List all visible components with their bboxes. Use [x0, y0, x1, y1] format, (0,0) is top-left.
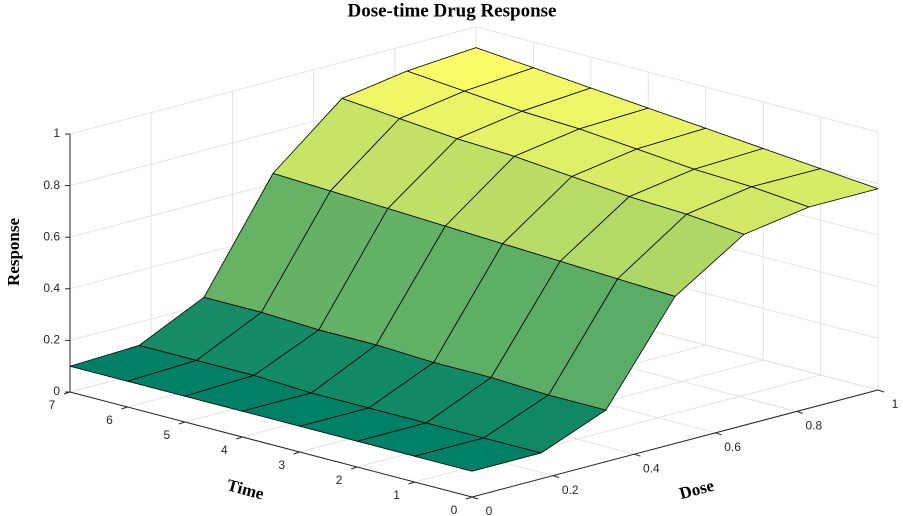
surface-face — [414, 437, 542, 472]
y-tick — [715, 432, 722, 436]
y-axis-label: Dose — [677, 476, 716, 504]
z-tick-label: 0.6 — [43, 229, 60, 243]
z-tick-label: 0.8 — [43, 178, 60, 192]
z-tick-label: 0.2 — [43, 333, 60, 347]
grid-line — [69, 26, 477, 135]
x-tick-label: 0 — [451, 503, 458, 516]
x-tick-label: 2 — [336, 473, 343, 487]
y-tick-label: 0.6 — [724, 440, 741, 454]
y-tick-label: 1 — [892, 397, 899, 411]
x-tick-label: 6 — [106, 413, 113, 427]
y-tick-label: 0.4 — [643, 461, 660, 475]
y-tick-label: 0.2 — [562, 483, 579, 497]
y-tick — [553, 475, 560, 479]
x-tick-label: 3 — [278, 458, 285, 472]
x-tick-label: 7 — [49, 398, 56, 412]
x-tick-label: 5 — [164, 428, 171, 442]
x-tick — [236, 436, 243, 440]
x-tick — [293, 451, 300, 455]
chart-title: Dose-time Drug Response — [348, 0, 557, 21]
y-tick-label: 0.8 — [805, 419, 822, 433]
y-tick-label: 0 — [486, 504, 493, 516]
x-tick-label: 1 — [393, 488, 400, 502]
y-tick — [877, 389, 885, 393]
y-tick — [471, 496, 479, 500]
z-tick-label: 1 — [53, 126, 60, 140]
y-tick — [796, 410, 803, 414]
x-axis-label: Time — [225, 475, 267, 503]
x-tick — [121, 406, 128, 410]
grid-line — [475, 26, 879, 133]
x-tick — [465, 496, 473, 500]
x-tick — [350, 466, 358, 470]
x-tick-label: 4 — [221, 443, 228, 457]
z-tick-label: 0.4 — [43, 281, 60, 295]
z-tick-label: 0 — [53, 384, 60, 398]
x-tick — [408, 481, 415, 485]
x-tick — [63, 391, 71, 395]
y-axis-line — [471, 389, 879, 498]
x-axis-line — [69, 391, 473, 498]
y-tick — [634, 453, 641, 457]
x-tick — [178, 421, 186, 425]
z-axis-label: Response — [4, 218, 23, 286]
